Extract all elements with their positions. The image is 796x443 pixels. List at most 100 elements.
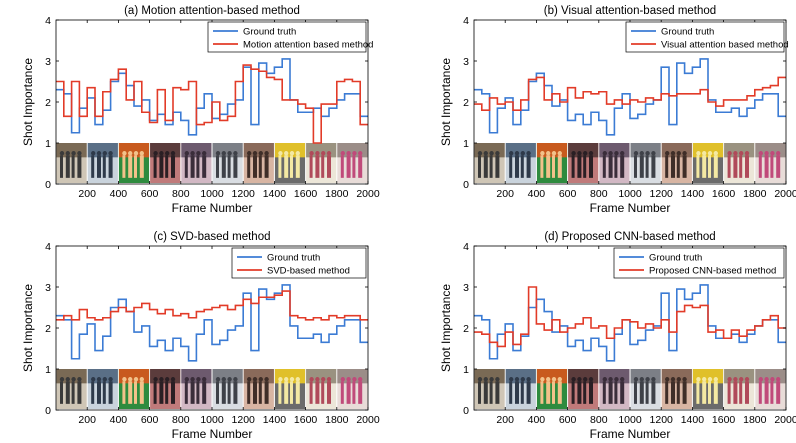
- thumbnail-figure: [128, 381, 133, 404]
- keyframe-thumbnail: [755, 369, 786, 409]
- thumbnail-figure: [614, 381, 618, 404]
- thumbnail-figure: [91, 381, 95, 404]
- thumbnail-figure: [247, 155, 251, 178]
- thumbnail-figure: [483, 155, 488, 178]
- thumbnail-figure: [284, 155, 289, 178]
- thumbnail-head: [321, 377, 326, 382]
- legend-label-method: Proposed CNN-based method: [649, 266, 776, 277]
- thumbnail-head: [651, 377, 656, 382]
- thumbnail-head: [588, 151, 594, 156]
- thumbnail-head: [159, 377, 164, 382]
- thumbnail-head: [352, 151, 357, 156]
- keyframe-thumbnail: [243, 143, 274, 183]
- thumbnail-figure: [264, 381, 269, 404]
- thumbnail-head: [102, 377, 108, 382]
- thumbnail-figure: [327, 381, 331, 404]
- thumbnail-figure: [639, 155, 644, 178]
- thumbnail-figure: [233, 155, 238, 178]
- thumbnail-head: [495, 377, 500, 382]
- thumbnail-head: [358, 377, 363, 382]
- thumbnail-head: [278, 377, 283, 382]
- thumbnail-head: [264, 151, 269, 156]
- thumbnail-head: [633, 151, 639, 156]
- thumbnail-figure: [764, 155, 769, 178]
- thumbnail-figure: [134, 381, 137, 404]
- thumbnail-figure: [315, 155, 320, 178]
- y-tick-label: 2: [45, 97, 51, 109]
- thumbnail-head: [713, 377, 718, 382]
- thumbnail-figure: [290, 155, 293, 178]
- keyframe-thumbnail: [274, 369, 306, 409]
- thumbnail-head: [196, 151, 201, 156]
- chart-panel-motion-attention: 200 400 600 800 1000 1200 1400 1600 1800 2000 0 1 2 3…: [21, 5, 380, 215]
- thumbnail-head: [776, 377, 781, 382]
- x-tick-label: 1000: [200, 414, 224, 426]
- thumbnail-head: [602, 377, 607, 382]
- thumbnail-figure: [221, 155, 226, 178]
- thumbnail-figure: [552, 155, 555, 178]
- chart-title: (d) Proposed CNN-based method: [544, 231, 715, 243]
- thumbnail-figure: [583, 155, 587, 178]
- x-tick-label: 1200: [650, 188, 674, 200]
- thumbnail-figure: [608, 381, 613, 404]
- thumbnail-figure: [71, 381, 75, 404]
- y-tick-label: 1: [45, 364, 51, 376]
- thumbnail-head: [159, 151, 164, 156]
- thumbnail-figure: [764, 381, 769, 404]
- y-tick-label: 0: [45, 405, 51, 417]
- thumbnail-figure: [128, 155, 133, 178]
- thumbnail-figure: [489, 381, 493, 404]
- thumbnail-head: [258, 151, 263, 156]
- thumbnail-figure: [620, 381, 625, 404]
- thumbnail-head: [477, 151, 483, 156]
- x-tick-label: 200: [496, 414, 514, 426]
- thumbnail-head: [340, 377, 345, 382]
- thumbnail-head: [65, 151, 71, 156]
- thumbnail-figure: [309, 155, 313, 178]
- thumbnail-head: [122, 151, 127, 156]
- thumbnail-head: [733, 377, 738, 382]
- thumbnail-head: [776, 151, 781, 156]
- thumbnail-head: [196, 377, 201, 382]
- thumbnail-figure: [258, 381, 262, 404]
- keyframe-thumbnail: [56, 369, 87, 409]
- thumbnail-figure: [634, 155, 637, 178]
- thumbnail-head: [764, 151, 769, 156]
- thumbnail-figure: [634, 381, 637, 404]
- thumbnail-head: [133, 151, 139, 156]
- thumbnail-figure: [540, 155, 544, 178]
- chart-title: (b) Visual attention-based method: [544, 5, 716, 17]
- keyframe-thumbnail: [474, 143, 505, 183]
- thumbnail-head: [614, 377, 619, 382]
- thumbnail-head: [221, 151, 226, 156]
- thumbnail-head: [770, 377, 775, 382]
- y-axis-label: Shot Importance: [21, 284, 35, 372]
- x-tick-label: 800: [590, 414, 608, 426]
- legend-label-method: SVD-based method: [267, 266, 350, 277]
- thumbnail-head: [358, 151, 363, 156]
- thumbnail-head: [546, 151, 551, 156]
- thumbnail-figure: [651, 155, 656, 178]
- y-tick-label: 2: [463, 97, 469, 109]
- thumbnail-figure: [713, 155, 718, 178]
- thumbnail-head: [128, 151, 133, 156]
- thumbnail-figure: [577, 155, 582, 178]
- thumbnail-head: [608, 151, 613, 156]
- thumbnail-figure: [184, 381, 188, 404]
- keyframe-thumbnail: [306, 369, 337, 409]
- x-tick-label: 1600: [712, 188, 736, 200]
- thumbnail-figure: [639, 381, 644, 404]
- method-line: [474, 76, 786, 111]
- thumbnail-figure: [340, 381, 344, 404]
- thumbnail-head: [557, 377, 562, 382]
- thumbnail-head: [340, 151, 345, 156]
- thumbnail-head: [758, 377, 763, 382]
- thumbnail-figure: [284, 381, 289, 404]
- thumbnail-figure: [515, 381, 519, 404]
- thumbnail-figure: [171, 381, 175, 404]
- thumbnail-figure: [665, 381, 669, 404]
- x-tick-label: 1800: [743, 188, 767, 200]
- thumbnail-head: [739, 377, 744, 382]
- thumbnail-head: [165, 151, 170, 156]
- x-tick-label: 400: [110, 414, 128, 426]
